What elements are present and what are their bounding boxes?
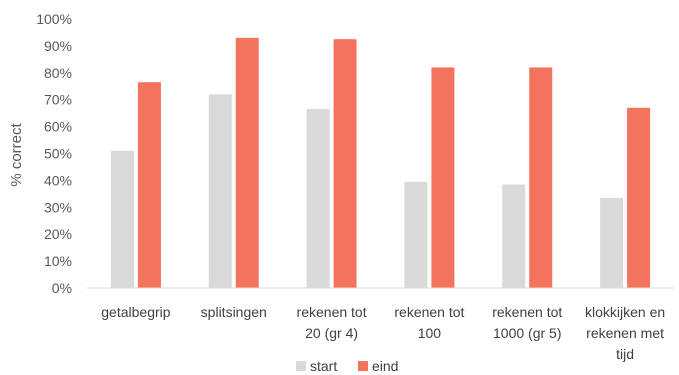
legend-swatch-start [296,361,306,371]
legend-swatch-eind [358,361,368,371]
y-tick-label: 20% [44,226,72,242]
y-tick-label: 10% [44,253,72,269]
y-axis-ticks: 0% 10% 20% 30% 40% 50% 60% 70% 80% 90% 100% [36,11,72,296]
bar-eind-5 [627,107,651,289]
legend-label-eind: eind [372,358,398,374]
category-label: tijd [616,346,634,362]
category-label: rekenen met [586,325,664,341]
category-label: rekenen tot [394,304,464,320]
category-label: getalbegrip [101,304,170,320]
bar-start-2 [306,109,330,289]
category-label: rekenen tot [492,304,562,320]
category-label: 20 (gr 4) [305,325,358,341]
y-axis-label: % correct [8,123,25,187]
y-tick-label: 40% [44,172,72,188]
bar-start-1 [208,94,232,288]
category-label: splitsingen [201,304,267,320]
bar-eind-1 [235,37,259,288]
y-tick-label: 30% [44,199,72,215]
y-tick-label: 50% [44,146,72,162]
y-tick-label: 60% [44,119,72,135]
bar-start-5 [600,197,624,288]
bar-start-4 [502,184,526,288]
y-tick-label: 0% [52,280,72,296]
y-tick-label: 80% [44,65,72,81]
category-label: 1000 (gr 5) [493,325,561,341]
y-tick-label: 90% [44,38,72,54]
bar-eind-4 [529,67,553,288]
bar-eind-0 [137,82,161,288]
y-tick-label: 70% [44,92,72,108]
bar-start-0 [110,150,134,288]
bars [110,37,651,289]
category-label: rekenen tot [297,304,367,320]
bar-eind-3 [431,67,455,288]
bar-start-3 [404,181,428,288]
category-label: 100 [418,325,442,341]
category-labels: getalbegrip splitsingen rekenen tot 20 (gr … [101,304,665,362]
category-label: klokkijken en [585,304,665,320]
y-tick-label: 100% [36,11,72,27]
legend-label-start: start [310,358,337,374]
legend: start eind [296,358,398,374]
bar-eind-2 [333,39,357,288]
